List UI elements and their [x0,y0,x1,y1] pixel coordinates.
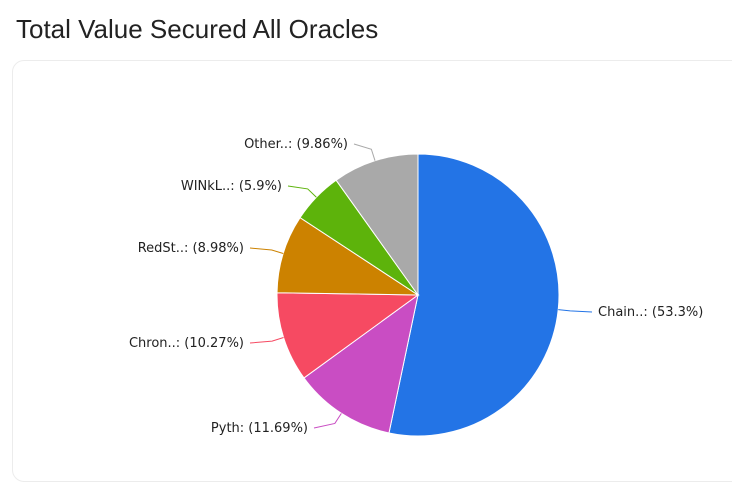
slice-label: RedSt..: (8.98%) [138,241,244,256]
pie-slice-other[interactable] [335,153,419,297]
pie-slice-redst[interactable] [276,216,420,296]
slice-label: Pyth: (11.69%) [211,421,308,436]
pie-labels: Chain..: (53.3%) Pyth: (11.69%) Chron..: (… [129,137,703,436]
pie-slices [276,153,560,437]
leader-line [313,413,342,429]
pie-slice-pyth[interactable] [303,293,419,434]
leader-line [558,309,593,313]
slice-label: Chain..: (53.3%) [598,305,703,320]
leader-line [249,247,284,255]
leader-line [249,337,284,344]
leader-line [353,143,376,161]
slice-label: WINkL..: (5.9%) [181,179,282,194]
slice-label: Other..: (9.86%) [244,137,348,152]
pie-slice-chron[interactable] [276,292,420,379]
pie-chart: Chain..: (53.3%) Pyth: (11.69%) Chron..: (… [129,137,703,437]
page-title: Total Value Secured All Oracles [16,14,379,44]
slice-label: Chron..: (10.27%) [129,336,244,351]
leader-line [287,185,317,198]
pie-slice-chain[interactable] [388,153,560,437]
